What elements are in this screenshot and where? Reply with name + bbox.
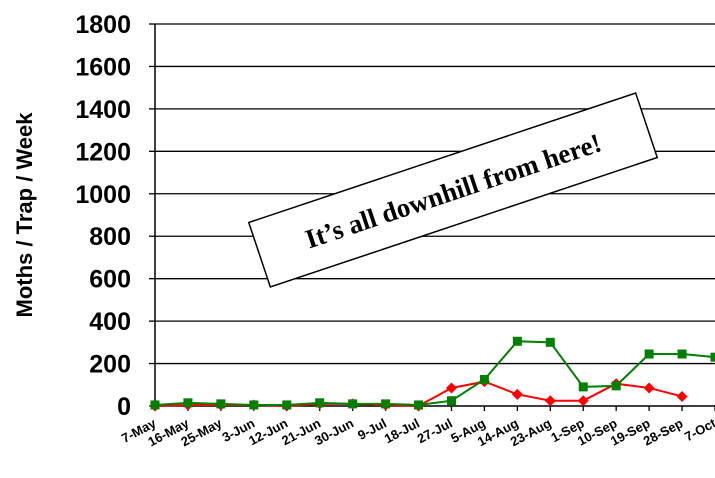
data-point: [315, 398, 325, 408]
series-square: [150, 336, 715, 410]
y-tick-label: 1400: [75, 96, 131, 124]
data-point: [544, 395, 556, 407]
y-tick-label: 1200: [75, 138, 131, 166]
data-point: [611, 381, 621, 391]
data-point: [676, 390, 688, 402]
data-point: [348, 399, 358, 409]
y-tick-label: 200: [89, 351, 131, 379]
y-tick-label: 800: [89, 223, 131, 251]
data-point: [644, 349, 654, 359]
y-axis-title: Moths / Trap / Week: [12, 112, 37, 318]
y-tick-label: 400: [89, 308, 131, 336]
data-point: [446, 396, 456, 406]
data-point: [677, 349, 687, 359]
y-tick-labels: 0 200 400 600 800 1000 1200 1400 1600 1800: [75, 11, 131, 421]
data-point: [710, 352, 715, 362]
data-point: [414, 400, 424, 410]
y-tick-label: 0: [117, 393, 131, 421]
data-point: [249, 400, 259, 410]
data-point: [643, 382, 655, 394]
y-tick-label: 1600: [75, 53, 131, 81]
y-tick-label: 1800: [75, 11, 131, 39]
data-point: [578, 382, 588, 392]
data-point: [511, 388, 523, 400]
data-point: [479, 374, 489, 384]
data-point: [150, 400, 160, 410]
data-point: [445, 382, 457, 394]
data-point: [545, 337, 555, 347]
data-point: [216, 399, 226, 409]
data-series: [149, 336, 715, 412]
data-point: [282, 400, 292, 410]
y-tick-label: 600: [89, 266, 131, 294]
data-point: [512, 336, 522, 346]
series-line: [154, 340, 715, 406]
y-tick-label: 1000: [75, 181, 131, 209]
data-point: [183, 398, 193, 408]
data-point: [381, 399, 391, 409]
annotation-box: [247, 92, 659, 288]
data-point: [577, 395, 589, 407]
